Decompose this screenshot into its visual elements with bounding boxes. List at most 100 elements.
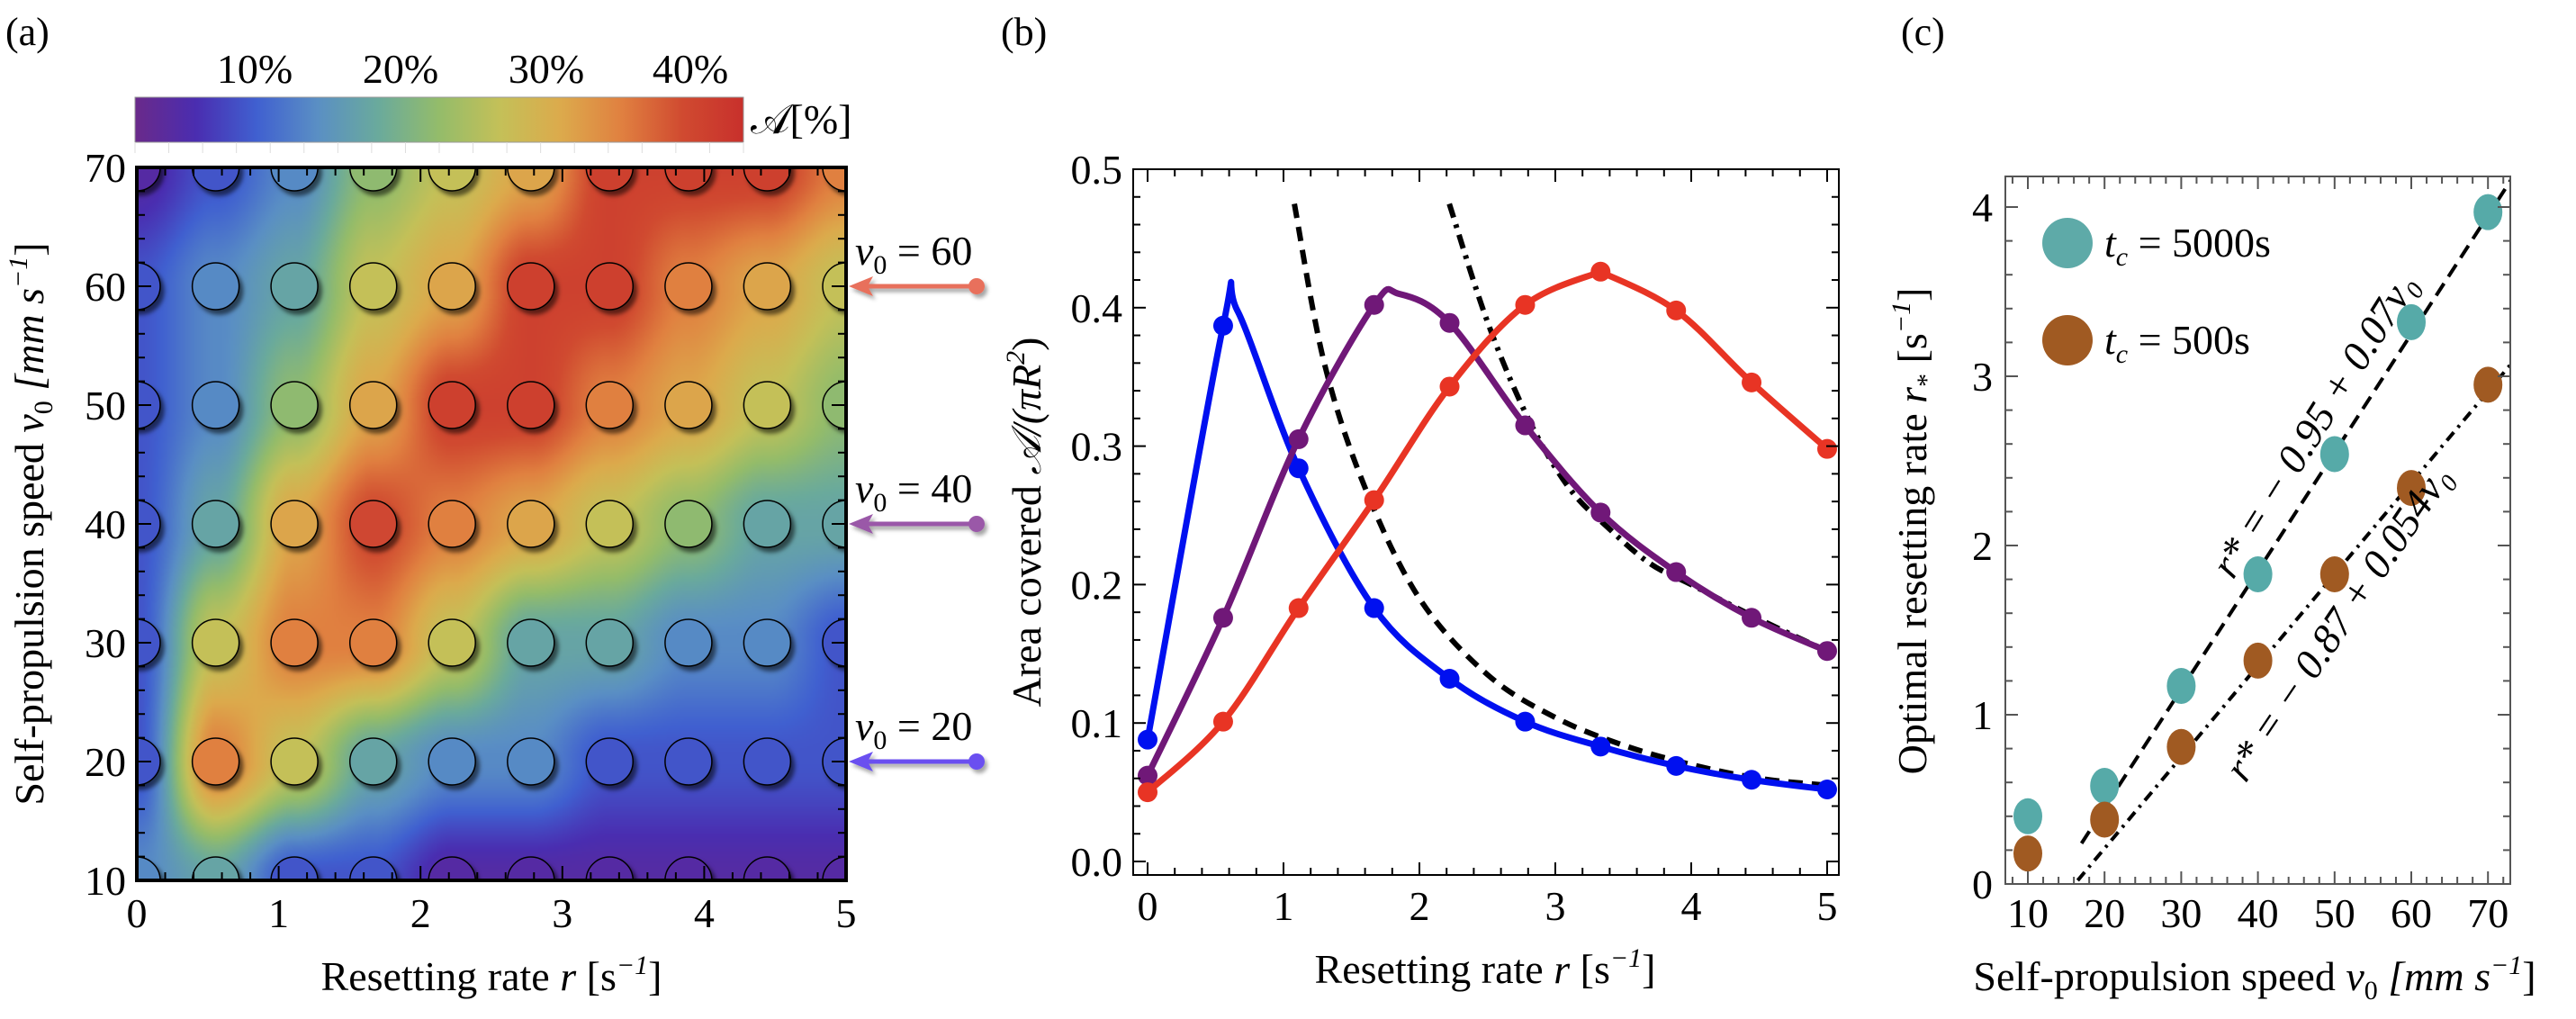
- heatmap-dot: [507, 856, 555, 880]
- x-tick-label: 40: [2238, 890, 2279, 936]
- y-tick-label: 0: [1972, 861, 1993, 907]
- data-point: [1439, 312, 1460, 333]
- heatmap-dot: [428, 856, 476, 880]
- y-tick-label: 3: [1972, 354, 1993, 400]
- colorbar-gradient: [134, 96, 744, 143]
- heatmap-dot: [191, 167, 240, 192]
- heatmap-dot: [348, 737, 398, 786]
- heatmap-dot: [428, 500, 476, 548]
- fit-line: [2079, 177, 2510, 844]
- panel-c-label: (c): [1901, 10, 1945, 54]
- data-point: [1212, 315, 1233, 336]
- data-point: [2090, 801, 2120, 838]
- heatmap-dot: [191, 737, 240, 786]
- heatmap-dot: [428, 618, 476, 667]
- data-point: [1817, 641, 1837, 662]
- data-point: [2319, 436, 2349, 473]
- y-tick-label: 0.3: [1071, 424, 1123, 470]
- heatmap-dot: [428, 737, 476, 786]
- heatmap-dot: [270, 618, 319, 667]
- legend-label-500s: tc = 500s: [2104, 317, 2250, 369]
- data-point: [1590, 261, 1611, 282]
- data-point: [1742, 372, 1762, 392]
- x-tick-label: 1: [1274, 883, 1294, 929]
- colorbar-tick-label: 40%: [653, 46, 728, 92]
- data-point: [1817, 438, 1837, 459]
- x-tick-label: 30: [2160, 890, 2202, 936]
- colorbar: 10% 20% 30% 40% 𝒜[%]: [134, 46, 851, 153]
- data-point: [1364, 598, 1384, 618]
- series-line: [1145, 264, 1830, 795]
- heatmap-dot: [428, 381, 476, 429]
- heatmap-dot: [585, 856, 635, 880]
- data-point: [1742, 770, 1762, 790]
- data-point: [2243, 555, 2273, 592]
- heatmap-dot: [743, 262, 792, 311]
- colorbar-tick-label: 10%: [217, 46, 293, 92]
- data-point: [2013, 798, 2042, 834]
- arrow-head-icon: [849, 514, 873, 534]
- legend-marker-500s: [2042, 315, 2093, 365]
- colorbar-label: 𝒜[%]: [751, 96, 851, 142]
- data-point: [1288, 428, 1309, 449]
- y-tick-label: 40: [85, 501, 126, 547]
- y-tick-label: 50: [85, 383, 126, 428]
- x-tick-label: 20: [2084, 890, 2125, 936]
- heatmap-dot: [348, 618, 398, 667]
- v0-arrows: v0 = 60 v0 = 40 v0 = 20: [849, 228, 985, 771]
- heatmap-dot: [743, 856, 792, 880]
- arrow-tail-dot: [968, 278, 985, 294]
- data-point: [1515, 415, 1536, 436]
- data-point: [1590, 736, 1611, 757]
- heatmap-dot: [664, 856, 713, 880]
- panel-a-y-axis-label: Self-propulsion speed v0 [mm s−1]: [4, 242, 59, 805]
- heatmap-dot: [191, 500, 240, 548]
- data-point: [1212, 711, 1233, 732]
- heatmap-dot: [585, 500, 635, 548]
- y-tick-label: 0.0: [1071, 839, 1123, 885]
- x-tick-label: 50: [2314, 890, 2355, 936]
- x-tick-label: 4: [694, 890, 715, 936]
- data-point: [1138, 729, 1157, 750]
- heatmap-dot: [348, 167, 398, 192]
- heatmap-dot: [664, 500, 713, 548]
- data-point: [2090, 767, 2120, 804]
- v0-annotation-label: v0 = 40: [855, 465, 972, 518]
- x-tick-label: 1: [268, 890, 289, 936]
- heatmap-dot: [585, 262, 635, 311]
- heatmap-dot: [664, 167, 713, 192]
- x-tick-label: 5: [1817, 883, 1838, 929]
- heatmap-dot: [137, 856, 161, 880]
- heatmap-dot: [507, 500, 555, 548]
- data-point: [1138, 765, 1157, 786]
- colorbar-tick-label: 30%: [509, 46, 584, 92]
- x-tick-label: 10: [2007, 890, 2049, 936]
- data-point: [2319, 555, 2349, 592]
- panel-b-frame: [1132, 168, 1840, 876]
- colorbar-tick-label: 20%: [363, 46, 438, 92]
- panel-a-ticks: [136, 167, 847, 881]
- data-point: [2473, 194, 2503, 230]
- heatmap-dot: [348, 262, 398, 311]
- x-tick-label: 4: [1681, 883, 1702, 929]
- panel-c-y-axis-label: Optimal resetting rate r* [s−1]: [1887, 288, 1941, 775]
- fit-line: [2076, 362, 2510, 882]
- panel-a-x-axis-label: Resetting rate r [s−1]: [321, 951, 662, 999]
- y-tick-label: 70: [85, 145, 126, 191]
- panel-a-label: (a): [5, 10, 50, 54]
- data-point: [2397, 470, 2426, 507]
- data-point: [2166, 668, 2196, 705]
- heatmap-dot: [191, 856, 240, 880]
- heatmap-dot: [191, 262, 240, 311]
- data-point: [1138, 782, 1157, 803]
- heatmap-dot: [664, 618, 713, 667]
- y-tick-label: 20: [85, 739, 126, 785]
- x-tick-label: 2: [1410, 883, 1430, 929]
- y-tick-label: 30: [85, 620, 126, 666]
- heatmap-dots: [137, 167, 846, 880]
- data-point: [1666, 300, 1687, 320]
- data-point: [1288, 598, 1309, 618]
- heatmap-dot: [507, 262, 555, 311]
- legend-label-5000s: tc = 5000s: [2104, 220, 2271, 272]
- data-point: [1515, 711, 1536, 732]
